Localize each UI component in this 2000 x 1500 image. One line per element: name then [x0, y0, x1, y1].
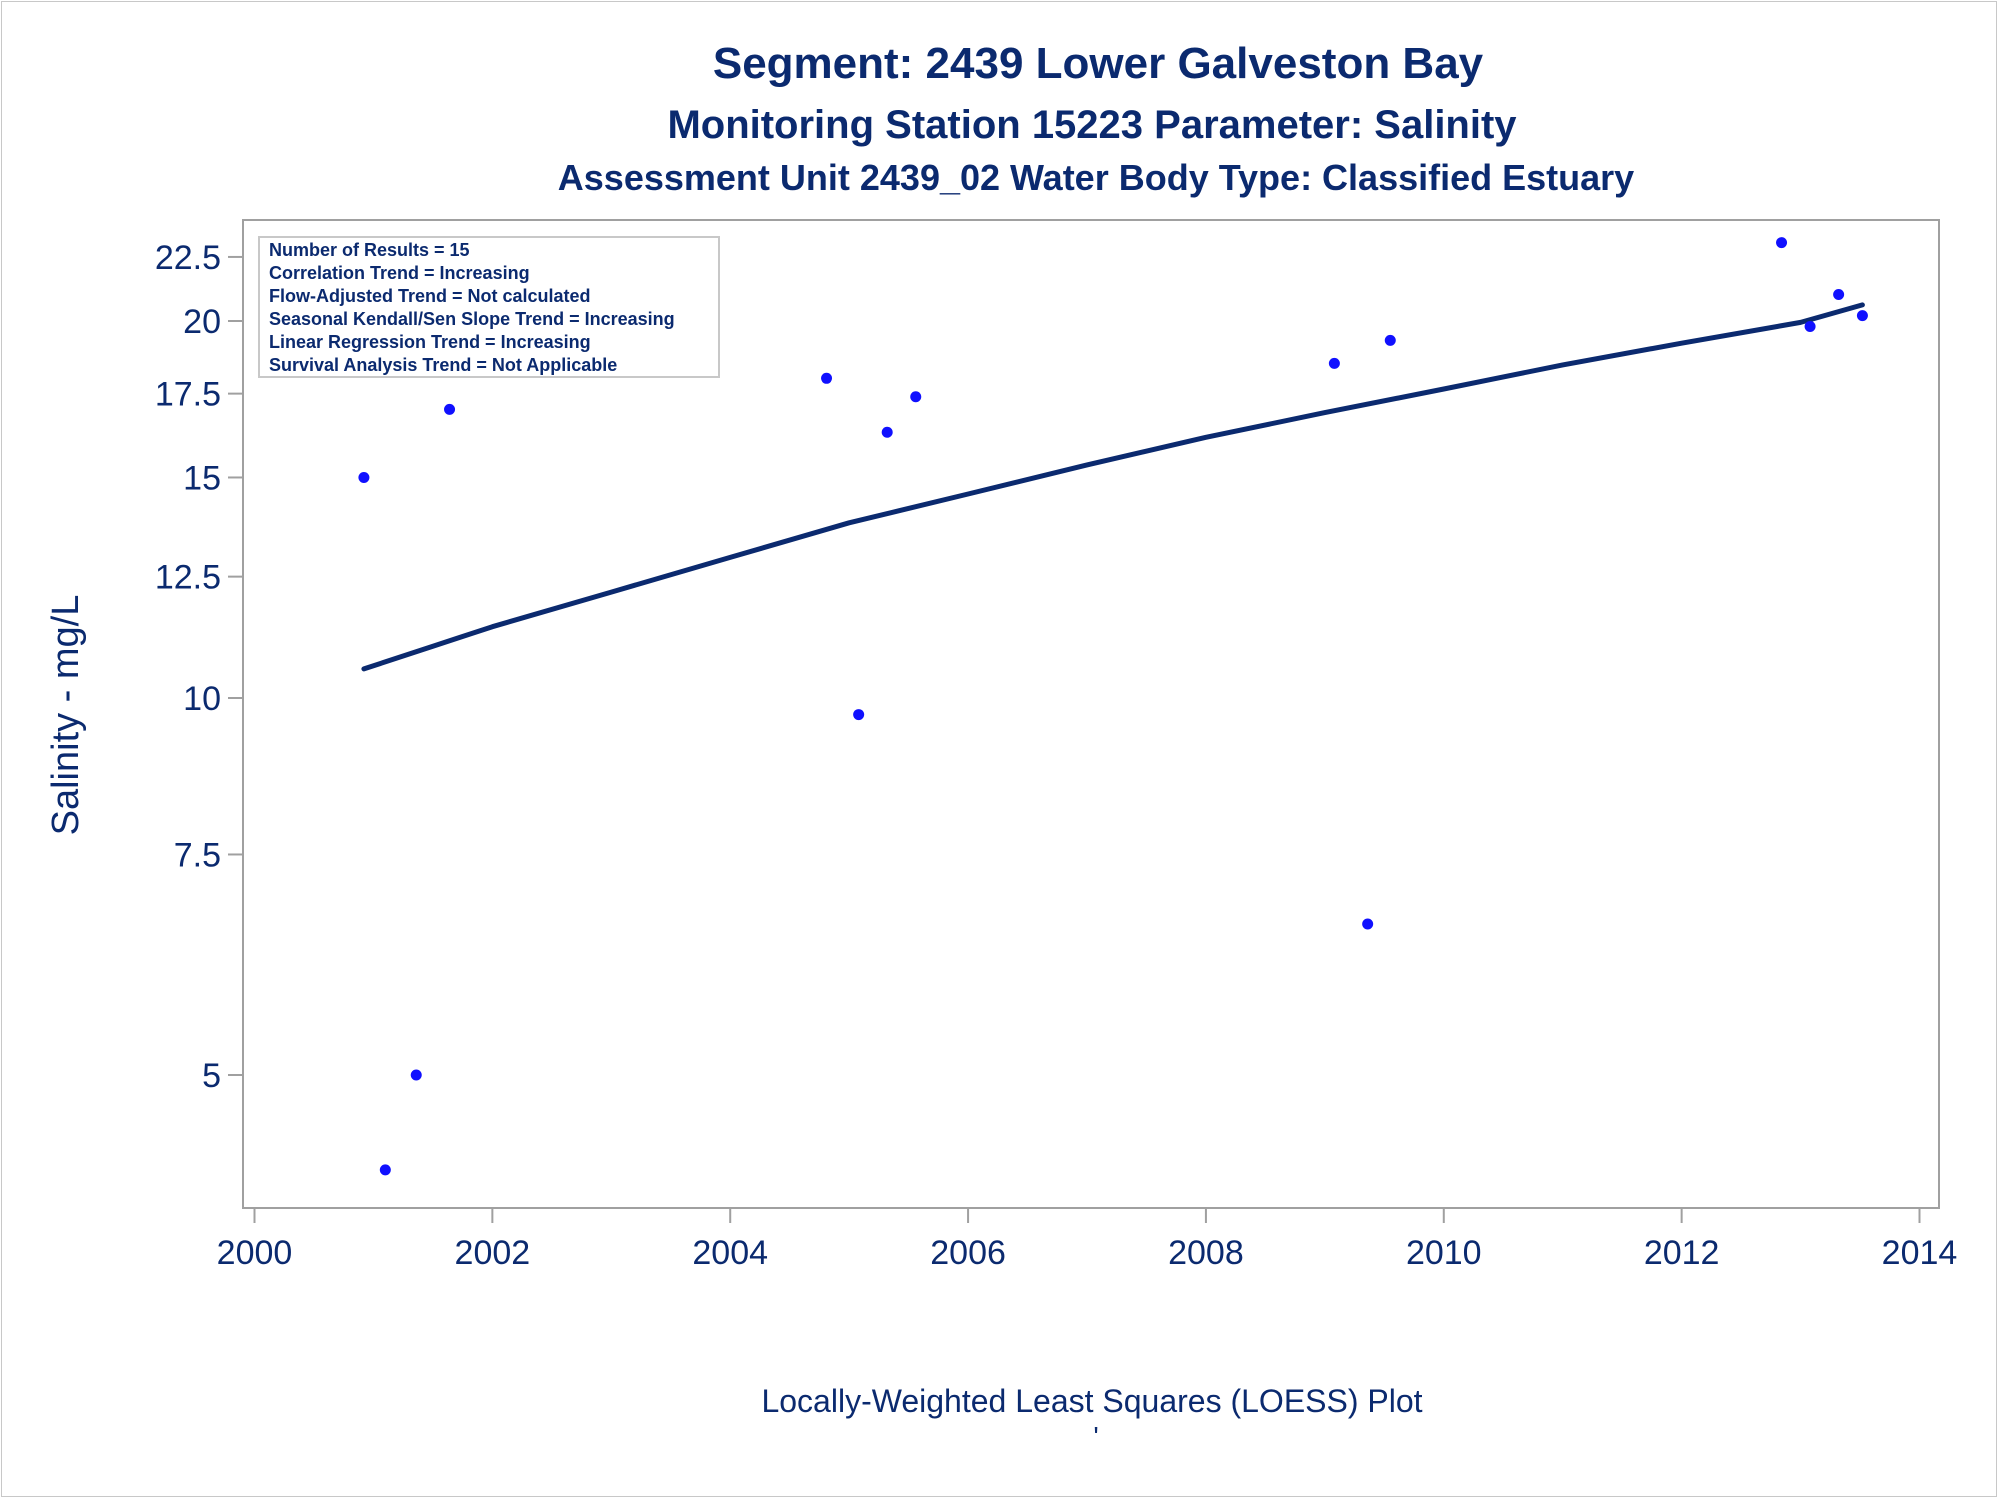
data-point [881, 426, 893, 438]
y-tick-label: 22.5 [155, 239, 221, 277]
plot-area [242, 219, 1940, 1209]
loess-trend-line [361, 302, 1865, 672]
y-tick-label: 15 [183, 459, 221, 497]
x-tick-label: 2012 [1644, 1234, 1720, 1272]
data-point [1856, 310, 1868, 322]
data-point [410, 1069, 422, 1081]
stats-flow-adjusted-trend: Flow-Adjusted Trend = Not calculated [269, 286, 591, 306]
y-axis: 5 7.5 10 12.5 15 17.5 20 22.5 [155, 239, 243, 1095]
y-tick-label: 10 [183, 680, 221, 718]
stats-linear-regression-trend: Linear Regression Trend = Increasing [269, 332, 591, 352]
stats-box-border [258, 236, 720, 378]
chart-title: Segment: 2439 Lower Galveston Bay [713, 39, 1484, 88]
data-point [910, 391, 922, 403]
data-point [853, 709, 865, 721]
data-point [1804, 320, 1816, 332]
data-point [1328, 357, 1340, 369]
chart-subtitle-assessment: Assessment Unit 2439_02 Water Body Type:… [558, 157, 1634, 198]
x-tick-label: 2004 [692, 1234, 768, 1272]
data-point [358, 471, 370, 483]
data-point [379, 1164, 391, 1176]
y-tick-label: 20 [183, 303, 221, 341]
data-point [1362, 918, 1374, 930]
data-point [821, 372, 833, 384]
stats-number-of-results: Number of Results = 15 [269, 240, 470, 260]
stats-seasonal-kendall-trend: Seasonal Kendall/Sen Slope Trend = Incre… [269, 309, 675, 329]
x-axis-label: Locally-Weighted Least Squares (LOESS) P… [761, 1383, 1422, 1419]
y-tick-label: 17.5 [155, 376, 221, 414]
data-point [1833, 288, 1845, 300]
stats-correlation-trend: Correlation Trend = Increasing [269, 263, 530, 283]
data-point [1776, 237, 1788, 249]
y-tick-label: 12.5 [155, 559, 221, 597]
footnote-mark: ' [1093, 1421, 1098, 1452]
data-point [444, 403, 456, 415]
y-tick-label: 7.5 [174, 836, 221, 874]
stats-box: Number of Results = 15 Correlation Trend… [258, 236, 720, 378]
chart-subtitle-station: Monitoring Station 15223 Parameter: Sali… [667, 103, 1517, 147]
x-axis: 2000 2002 2004 2006 2008 2010 2012 2014 [217, 1208, 1958, 1272]
loess-line-layer [361, 302, 1865, 672]
x-tick-label: 2002 [455, 1234, 531, 1272]
y-axis-label: Salinity - mg/L [45, 595, 87, 836]
x-tick-label: 2014 [1882, 1234, 1958, 1272]
x-tick-label: 2000 [217, 1234, 293, 1272]
data-points-layer [358, 237, 1868, 1176]
stats-survival-analysis-trend: Survival Analysis Trend = Not Applicable [269, 355, 617, 375]
x-tick-label: 2010 [1406, 1234, 1482, 1272]
x-tick-label: 2006 [930, 1234, 1006, 1272]
data-point [1384, 334, 1396, 346]
y-tick-label: 5 [202, 1057, 221, 1095]
x-tick-label: 2008 [1168, 1234, 1244, 1272]
